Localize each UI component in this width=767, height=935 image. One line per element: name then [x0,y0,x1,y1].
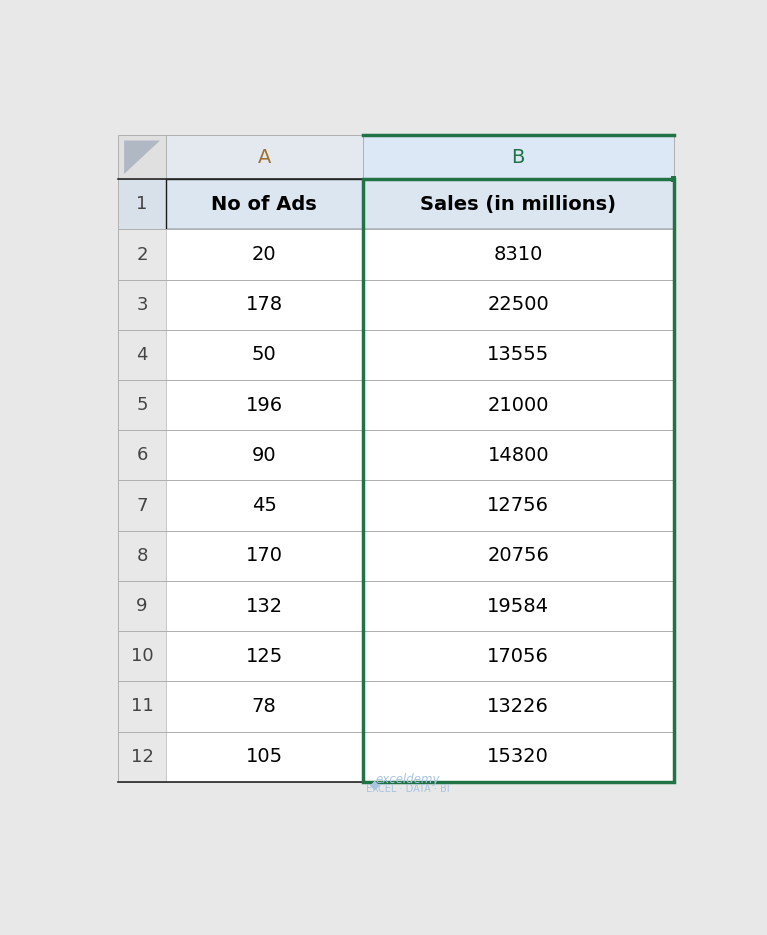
Text: 5: 5 [137,396,148,414]
Text: 20756: 20756 [487,546,549,566]
Text: 9: 9 [137,597,148,615]
Bar [118,581,166,631]
Text: 13226: 13226 [487,697,549,716]
Text: 19584: 19584 [487,597,549,615]
Text: ◆: ◆ [370,779,380,792]
Text: 17056: 17056 [487,647,549,666]
Text: 50: 50 [252,345,277,365]
Text: B: B [512,148,525,166]
Bar [363,631,673,682]
Bar [363,180,673,229]
Bar [363,136,673,180]
Text: 4: 4 [137,346,148,364]
Text: 178: 178 [245,295,283,314]
Text: 13555: 13555 [487,345,549,365]
Text: A: A [258,148,271,166]
Bar [363,380,673,430]
Bar [118,682,166,731]
Text: 78: 78 [252,697,277,716]
Bar [166,136,363,180]
Bar [166,581,363,631]
Text: Sales (in millions): Sales (in millions) [420,194,616,214]
Bar [363,280,673,330]
Bar [363,531,673,581]
Text: 22500: 22500 [487,295,549,314]
Bar [363,581,673,631]
Bar [118,531,166,581]
Text: 1: 1 [137,195,148,213]
Bar [363,180,673,782]
Bar [118,229,166,280]
Text: 12: 12 [130,748,153,766]
Text: 45: 45 [252,496,277,515]
Bar [118,380,166,430]
Bar [118,180,166,229]
Bar [166,280,363,330]
Text: 132: 132 [245,597,283,615]
Bar [166,731,363,782]
Bar [363,731,673,782]
Text: 21000: 21000 [488,396,549,414]
Polygon shape [124,140,160,174]
Bar [363,682,673,731]
Bar [166,682,363,731]
Bar [363,481,673,531]
Bar [363,430,673,481]
Bar [166,330,363,380]
Text: 170: 170 [245,546,283,566]
Text: 196: 196 [245,396,283,414]
Text: 7: 7 [137,496,148,514]
Text: 2: 2 [137,246,148,264]
Text: 8310: 8310 [493,245,543,264]
Bar [166,531,363,581]
Bar [166,481,363,531]
Text: 14800: 14800 [487,446,549,465]
Bar [166,631,363,682]
Text: 10: 10 [130,647,153,665]
Text: 125: 125 [245,647,283,666]
Text: 15320: 15320 [487,747,549,766]
Bar [118,430,166,481]
Bar [118,631,166,682]
Bar [166,180,363,229]
Text: 12756: 12756 [487,496,549,515]
Bar [118,481,166,531]
Bar [363,229,673,280]
Text: 6: 6 [137,446,148,465]
Text: 11: 11 [130,698,153,715]
Text: exceldemy: exceldemy [376,773,440,786]
Text: 8: 8 [137,547,148,565]
Bar [363,330,673,380]
Bar [118,731,166,782]
Bar [166,380,363,430]
Bar [166,229,363,280]
Bar [118,280,166,330]
Text: 20: 20 [252,245,277,264]
Text: 105: 105 [245,747,283,766]
Text: EXCEL · DATA · BI: EXCEL · DATA · BI [366,784,449,794]
Bar [166,430,363,481]
Bar [671,176,676,182]
Bar [118,136,166,180]
Text: 3: 3 [137,295,148,314]
Bar [118,330,166,380]
Text: No of Ads: No of Ads [212,194,317,214]
Text: 90: 90 [252,446,277,465]
